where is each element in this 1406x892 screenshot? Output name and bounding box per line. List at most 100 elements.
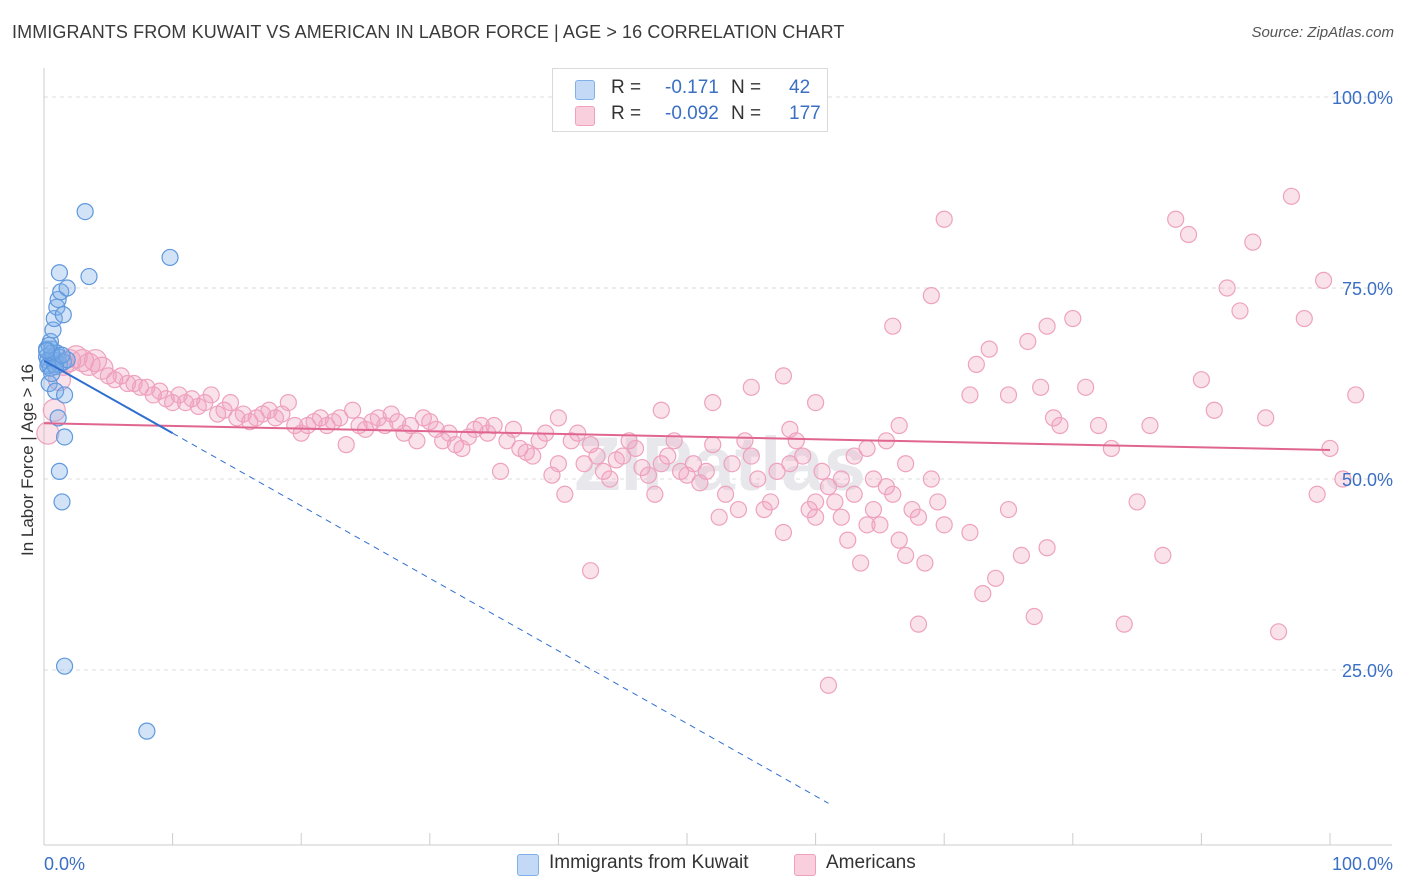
data-point-kuwait xyxy=(53,493,71,511)
trend-line-kuwait xyxy=(43,359,174,435)
data-point-americans xyxy=(1032,378,1050,396)
data-point-americans xyxy=(871,516,889,534)
data-point-americans xyxy=(999,386,1018,404)
data-point-americans xyxy=(1308,485,1326,503)
data-point-americans xyxy=(90,356,114,380)
data-point-kuwait xyxy=(58,279,76,297)
data-point-americans xyxy=(331,409,349,427)
data-point-kuwait xyxy=(50,264,69,282)
data-point-americans xyxy=(491,462,510,480)
data-point-kuwait xyxy=(55,386,74,404)
data-point-americans xyxy=(1019,332,1037,351)
legend-swatch-kuwait xyxy=(575,80,595,100)
legend-r-value: -0.092 xyxy=(665,103,719,124)
data-point-americans xyxy=(1205,401,1223,419)
data-point-kuwait xyxy=(37,342,56,360)
data-point-americans xyxy=(806,508,825,526)
data-point-kuwait xyxy=(50,462,69,480)
legend-swatch-americans xyxy=(575,106,595,126)
data-point-americans xyxy=(83,348,108,373)
data-point-kuwait xyxy=(54,306,72,324)
data-point-americans xyxy=(64,345,88,369)
data-point-americans xyxy=(665,432,683,450)
data-point-americans xyxy=(1141,416,1159,435)
data-point-americans xyxy=(1038,539,1056,557)
data-point-americans xyxy=(897,455,915,473)
legend-r-label: R = xyxy=(611,103,642,124)
legend-n-value: 42 xyxy=(789,77,811,98)
data-point-americans xyxy=(1051,416,1069,435)
data-point-americans xyxy=(1012,546,1030,565)
data-point-americans xyxy=(742,447,760,465)
data-point-americans xyxy=(864,500,883,519)
data-point-americans xyxy=(1179,225,1198,244)
data-point-americans xyxy=(961,523,979,542)
data-point-americans xyxy=(845,447,863,465)
data-point-americans xyxy=(826,493,844,511)
data-point-americans xyxy=(118,374,137,393)
data-point-americans xyxy=(684,455,703,473)
data-point-americans xyxy=(408,432,426,450)
data-point-americans xyxy=(1282,187,1301,205)
correlation-legend: R = -0.171 N = 42 R = -0.092 N = 177 xyxy=(552,68,828,132)
data-point-americans xyxy=(569,424,587,442)
data-point-americans xyxy=(131,378,150,396)
data-point-americans xyxy=(704,394,722,412)
series-americans xyxy=(36,187,1365,694)
data-point-americans xyxy=(1025,607,1043,626)
data-point-americans xyxy=(556,485,574,503)
data-point-americans xyxy=(1038,317,1056,335)
data-point-americans xyxy=(1321,439,1339,458)
y-axis-label: In Labor Force | Age > 16 xyxy=(18,363,37,557)
data-point-americans xyxy=(929,493,947,511)
data-point-americans xyxy=(1102,439,1120,458)
data-point-kuwait xyxy=(55,657,74,675)
data-point-americans xyxy=(723,455,741,473)
data-point-americans xyxy=(626,439,645,458)
tick-labels: 25.0% 50.0% 75.0% 100.0% 0.0% 100.0% xyxy=(44,88,1393,874)
data-point-americans xyxy=(659,447,677,465)
data-point-americans xyxy=(1314,271,1333,289)
x-tick-label: 0.0% xyxy=(44,854,85,874)
data-point-americans xyxy=(832,508,850,526)
data-point-americans xyxy=(614,447,632,465)
data-point-americans xyxy=(1269,623,1288,641)
data-point-americans xyxy=(1154,546,1172,565)
data-point-americans xyxy=(922,470,940,488)
data-point-americans xyxy=(716,485,735,503)
data-point-americans xyxy=(768,462,786,480)
data-point-americans xyxy=(781,420,799,438)
bottom-legend-label-kuwait: Immigrants from Kuwait xyxy=(549,852,749,873)
chart-title: IMMIGRANTS FROM KUWAIT VS AMERICAN IN LA… xyxy=(12,22,845,42)
data-point-americans xyxy=(999,500,1018,519)
legend-n-label: N = xyxy=(731,77,762,98)
data-point-kuwait xyxy=(46,382,65,400)
data-point-americans xyxy=(704,436,722,454)
data-point-americans xyxy=(279,394,297,412)
data-point-americans xyxy=(697,462,715,480)
data-point-americans xyxy=(839,531,857,549)
y-tick-label: 25.0% xyxy=(1342,661,1393,681)
data-point-americans xyxy=(909,508,928,526)
data-point-americans xyxy=(1218,279,1236,297)
legend-r-label: R = xyxy=(611,77,642,98)
data-point-americans xyxy=(935,210,953,228)
data-point-americans xyxy=(1089,416,1108,435)
data-point-americans xyxy=(749,470,767,488)
data-point-americans xyxy=(832,470,850,488)
x-tick-label: 100.0% xyxy=(1332,854,1393,874)
data-point-americans xyxy=(1257,409,1275,427)
data-point-americans xyxy=(581,562,600,580)
data-point-americans xyxy=(524,447,542,465)
bottom-legend-swatch-kuwait xyxy=(517,854,539,876)
data-point-kuwait xyxy=(49,409,67,427)
data-point-americans xyxy=(1064,309,1082,328)
data-point-americans xyxy=(549,455,568,473)
data-point-americans xyxy=(852,554,870,572)
y-tick-label: 50.0% xyxy=(1342,470,1393,490)
data-point-americans xyxy=(401,416,420,435)
legend-n-value: 177 xyxy=(789,103,821,124)
data-point-americans xyxy=(781,455,799,473)
data-point-americans xyxy=(639,466,658,484)
data-point-americans xyxy=(774,523,793,542)
